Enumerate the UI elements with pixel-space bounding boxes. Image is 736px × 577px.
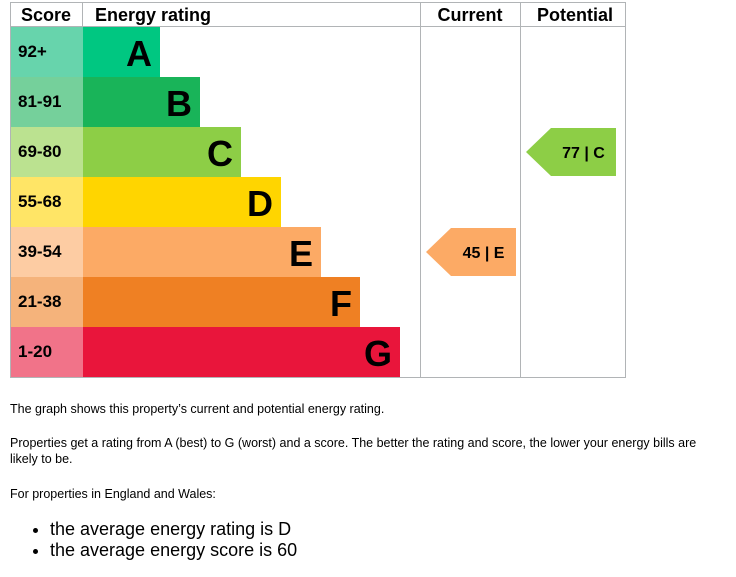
- band-letter-a: A: [126, 33, 152, 74]
- score-cell-c: [11, 127, 83, 177]
- header-score: Score: [21, 5, 71, 25]
- band-bar-f: [83, 277, 360, 327]
- intro-text: The graph shows this property’s current …: [10, 402, 385, 416]
- band-bar-d: [83, 177, 281, 227]
- markers-layer: 45 | E 77 | C: [426, 128, 616, 276]
- bands-layer: 92+ A 81-91 B 69-80 C 55-68 D 39-54 E 21-38 F 1-20 G: [11, 27, 400, 377]
- rating-explanation-text: Properties get a rating from A (best) to…: [10, 436, 697, 466]
- band-letter-d: D: [247, 183, 273, 224]
- score-range-b: 81-91: [18, 92, 61, 111]
- average-rating-item: the average energy rating is D: [50, 519, 297, 540]
- band-bar-b: [83, 77, 200, 127]
- score-cell-a: [11, 27, 83, 77]
- current-rating-marker-label: 45 | E: [463, 245, 505, 262]
- score-range-e: 39-54: [18, 242, 62, 261]
- current-rating-marker: [426, 228, 516, 276]
- band-bar-a: [83, 27, 160, 77]
- header-energy-rating: Energy rating: [95, 5, 211, 25]
- band-letter-g: G: [364, 333, 392, 374]
- energy-rating-chart: 92+ A81-91 B69-80 C55-68 D39-54 E21-38 F1-20 G …: [10, 2, 626, 378]
- band-letter-f: F: [330, 283, 352, 324]
- potential-rating-marker-label: 77 | C: [562, 145, 605, 162]
- score-cell-d: [11, 177, 83, 227]
- band-letter-b: B: [166, 83, 192, 124]
- score-range-c: 69-80: [18, 142, 61, 161]
- header-current: Current: [437, 5, 502, 25]
- average-score-item: the average energy score is 60: [50, 540, 297, 561]
- score-cell-g: [11, 327, 83, 377]
- potential-rating-marker: [526, 128, 616, 176]
- average-list: the average energy rating is D the avera…: [10, 519, 297, 561]
- band-letter-e: E: [289, 233, 313, 274]
- chart-border: [10, 2, 626, 378]
- score-cell-f: [11, 277, 83, 327]
- band-letter-c: C: [207, 133, 233, 174]
- score-range-d: 55-68: [18, 192, 61, 211]
- band-bar-g: [83, 327, 400, 377]
- score-cell-e: [11, 227, 83, 277]
- england-wales-text: For properties in England and Wales:: [10, 487, 216, 501]
- score-range-f: 21-38: [18, 292, 61, 311]
- header-potential: Potential: [537, 5, 613, 25]
- score-range-g: 1-20: [18, 342, 52, 361]
- score-range-a: 92+: [18, 42, 47, 61]
- grid-layer: [10, 2, 626, 378]
- score-cell-b: [11, 77, 83, 127]
- band-bar-c: [83, 127, 241, 177]
- band-bar-e: [83, 227, 321, 277]
